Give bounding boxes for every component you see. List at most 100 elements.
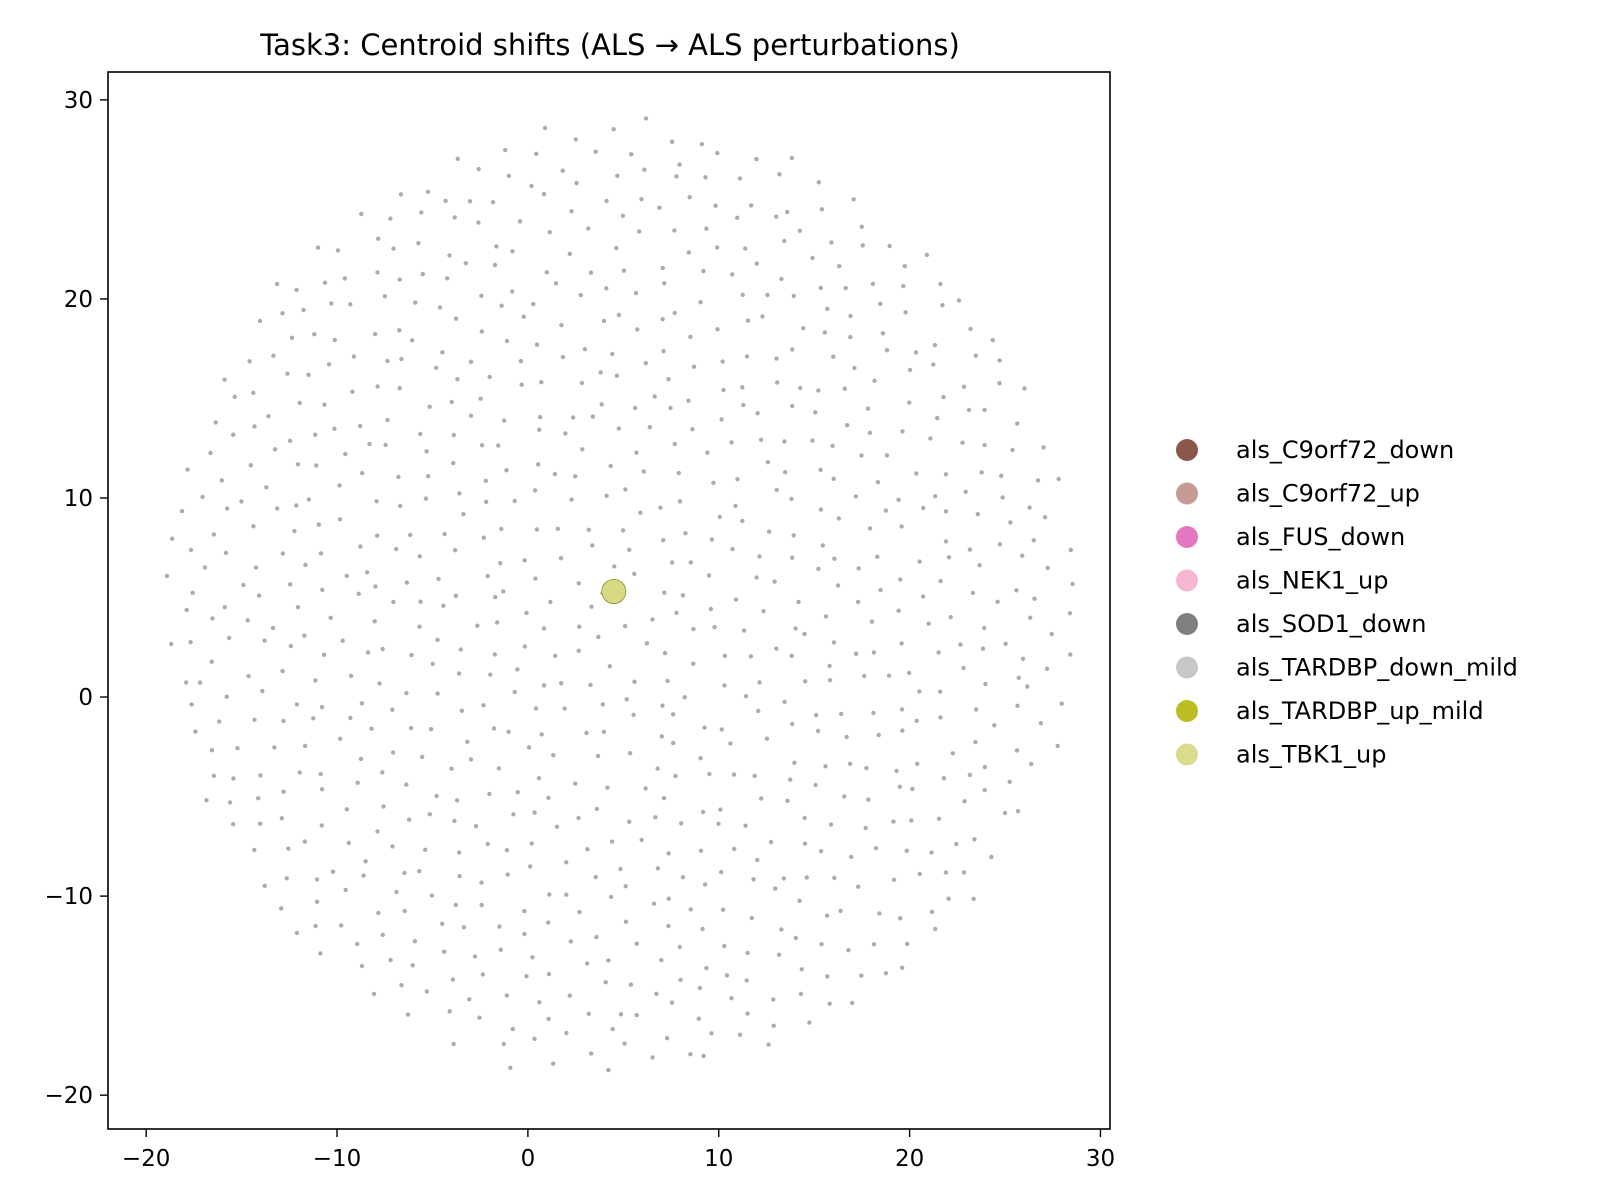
- background-point: [562, 706, 567, 711]
- background-point: [615, 173, 620, 178]
- background-point: [413, 300, 418, 305]
- background-point: [493, 594, 498, 600]
- background-point: [634, 941, 639, 946]
- background-point: [164, 573, 170, 579]
- background-point: [842, 386, 847, 391]
- background-point: [690, 427, 695, 432]
- background-point: [391, 599, 396, 605]
- background-point: [669, 139, 675, 144]
- background-point: [709, 537, 715, 542]
- background-point: [938, 578, 943, 584]
- background-point: [302, 633, 307, 638]
- background-point: [672, 228, 677, 233]
- background-point: [700, 809, 706, 815]
- background-point: [785, 209, 790, 215]
- background-point: [398, 192, 404, 197]
- background-point: [749, 203, 754, 208]
- background-point: [355, 941, 360, 947]
- background-point: [971, 896, 976, 902]
- background-point: [652, 394, 657, 399]
- background-point: [564, 860, 569, 865]
- background-point: [682, 695, 687, 700]
- background-point: [883, 508, 889, 513]
- background-point: [867, 526, 873, 531]
- background-point: [798, 385, 803, 391]
- background-point: [781, 876, 786, 881]
- background-point: [880, 331, 886, 336]
- background-point: [294, 503, 299, 508]
- background-point: [638, 510, 643, 515]
- centroid-markers: [601, 579, 627, 604]
- background-point: [258, 821, 263, 826]
- background-point: [586, 1011, 591, 1016]
- background-point: [377, 681, 382, 686]
- background-point: [569, 497, 574, 502]
- background-point: [835, 583, 841, 588]
- background-point: [359, 701, 365, 706]
- background-point: [329, 301, 334, 306]
- legend-marker: [1176, 526, 1198, 548]
- background-point: [504, 338, 510, 344]
- background-point: [397, 328, 402, 333]
- background-point: [935, 415, 940, 421]
- background-point: [350, 389, 355, 394]
- background-point: [793, 626, 798, 631]
- background-point: [801, 326, 806, 331]
- background-point: [213, 420, 218, 425]
- background-point: [707, 771, 712, 777]
- background-point: [871, 650, 877, 655]
- background-point: [752, 773, 757, 779]
- background-point: [524, 974, 529, 979]
- background-point: [408, 725, 414, 731]
- background-point: [931, 362, 936, 367]
- background-point: [1068, 652, 1073, 657]
- background-point: [928, 436, 933, 441]
- background-point: [499, 526, 504, 532]
- background-point: [618, 1012, 624, 1017]
- background-point: [502, 418, 507, 423]
- background-point: [1014, 588, 1019, 593]
- background-point: [997, 381, 1002, 386]
- background-point: [363, 859, 368, 864]
- background-point: [380, 770, 385, 775]
- background-point: [688, 334, 693, 339]
- background-point: [849, 854, 854, 860]
- background-point: [443, 198, 448, 203]
- background-point: [358, 423, 363, 429]
- background-point: [688, 907, 693, 912]
- background-point: [610, 1026, 615, 1032]
- background-point: [661, 348, 666, 354]
- background-point: [541, 191, 547, 197]
- background-point: [599, 402, 604, 407]
- background-point: [618, 866, 623, 872]
- background-point: [733, 597, 739, 602]
- background-point: [933, 494, 938, 499]
- background-point: [318, 771, 323, 777]
- background-point: [289, 335, 295, 340]
- background-point: [843, 285, 848, 291]
- y-tick-label: 30: [64, 88, 93, 114]
- background-point: [899, 707, 905, 712]
- background-point: [467, 199, 473, 204]
- background-point: [355, 780, 360, 785]
- background-point: [275, 506, 280, 511]
- background-point: [579, 380, 585, 386]
- background-point: [754, 156, 759, 162]
- background-point: [385, 358, 390, 364]
- background-point: [222, 377, 227, 382]
- background-point: [718, 807, 723, 812]
- background-point: [700, 926, 705, 932]
- background-point: [708, 606, 714, 612]
- background-point: [816, 566, 821, 571]
- background-point: [279, 906, 284, 911]
- background-point: [698, 848, 704, 853]
- background-point: [627, 547, 632, 552]
- background-point: [381, 804, 386, 809]
- background-point: [475, 623, 480, 628]
- background-point: [943, 870, 949, 875]
- background-point: [722, 683, 727, 688]
- background-point: [643, 116, 649, 121]
- background-point: [1031, 538, 1037, 543]
- background-point: [369, 726, 374, 731]
- background-point: [339, 923, 344, 928]
